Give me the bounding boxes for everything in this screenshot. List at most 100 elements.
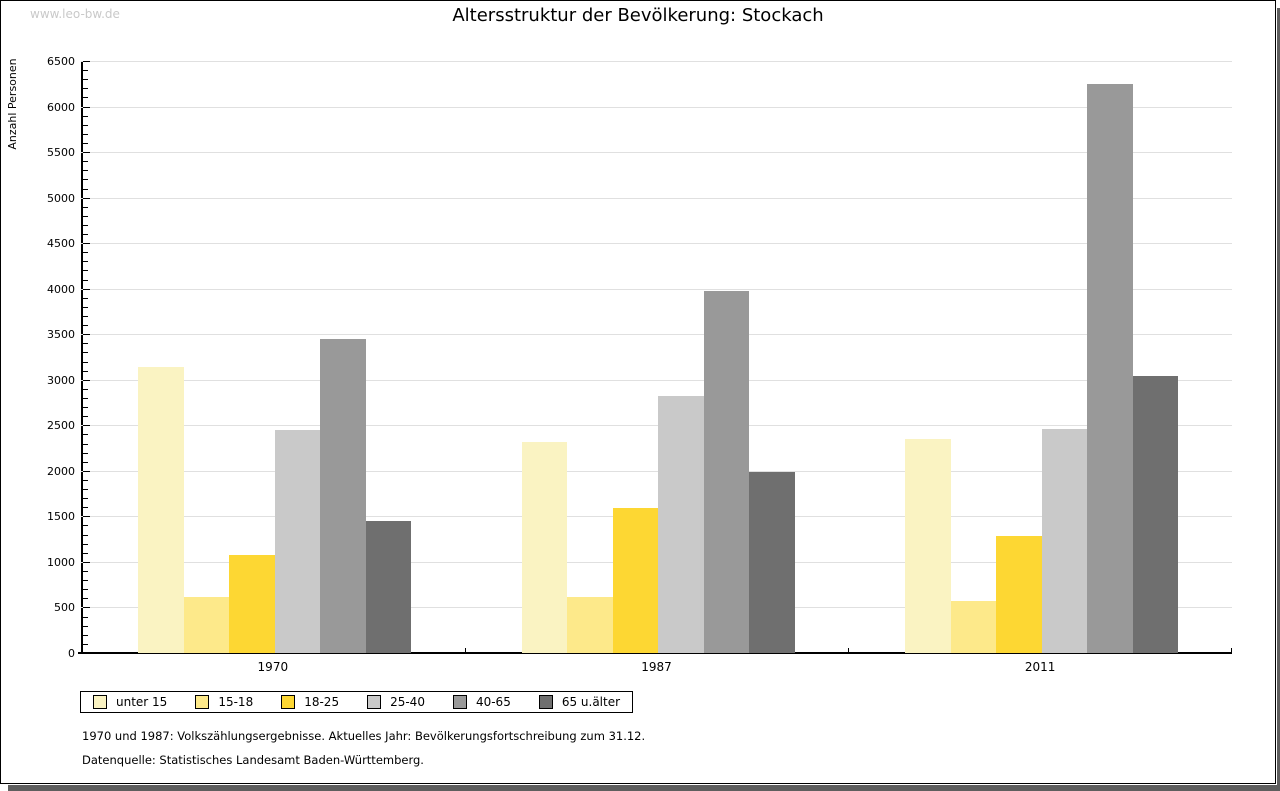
y-tick-label-4500: 4500 [47, 237, 75, 251]
y-minor-tick-5900 [83, 115, 88, 117]
y-minor-tick-5200 [83, 179, 88, 181]
y-tick-label-5000: 5000 [47, 191, 75, 205]
y-major-tick-5500 [83, 152, 90, 154]
x-axis-line [78, 652, 1232, 654]
footer-note-source-years: 1970 und 1987: Volkszählungsergebnisse. … [82, 729, 646, 743]
y-minor-tick-700 [83, 589, 88, 591]
y-tick-label-500: 500 [54, 601, 75, 615]
y-major-tick-0 [83, 652, 90, 653]
y-minor-tick-100 [83, 643, 88, 645]
y-minor-tick-3400 [83, 343, 88, 345]
bar-25-40-1970 [274, 429, 320, 653]
x-category-label-1987: 1987 [641, 660, 672, 674]
y-minor-tick-6400 [83, 70, 88, 72]
y-minor-tick-5700 [83, 133, 88, 135]
bar-15-18-2011 [950, 601, 997, 653]
y-minor-tick-200 [83, 634, 88, 636]
y-minor-tick-3200 [83, 361, 88, 363]
legend-item-unter-15: unter 15 [93, 695, 167, 709]
page-shadow-bottom [8, 785, 1280, 791]
gridline-2000 [81, 470, 1232, 472]
bar-65-u-lter-2011 [1132, 376, 1179, 653]
y-major-tick-5000 [83, 197, 90, 199]
y-minor-tick-1100 [83, 552, 88, 554]
legend: unter 15 15-18 18-25 25-40 40-65 65 u.älter [80, 691, 634, 713]
y-minor-tick-4200 [83, 270, 88, 272]
y-minor-tick-1300 [83, 534, 88, 536]
bar-15-18-1970 [183, 596, 229, 653]
y-minor-tick-1800 [83, 489, 88, 491]
y-major-tick-2500 [83, 425, 90, 427]
y-tick-label-1000: 1000 [47, 555, 75, 569]
y-tick-label-3500: 3500 [47, 328, 75, 342]
y-minor-tick-300 [83, 625, 88, 627]
y-tick-label-6500: 6500 [47, 55, 75, 68]
y-axis-title: Anzahl Personen [6, 58, 19, 150]
y-minor-tick-3700 [83, 316, 88, 317]
legend-item-40-65: 40-65 [452, 695, 511, 709]
y-minor-tick-4600 [83, 234, 88, 236]
y-major-tick-500 [83, 607, 90, 609]
y-minor-tick-4300 [83, 261, 88, 263]
y-minor-tick-2200 [83, 452, 88, 454]
bar-unter-15-2011 [905, 438, 951, 653]
bar-40-65-1970 [320, 338, 366, 653]
y-minor-tick-5600 [83, 142, 88, 144]
y-minor-tick-1200 [83, 543, 88, 545]
y-minor-tick-4800 [83, 215, 88, 217]
y-minor-tick-3100 [83, 370, 88, 372]
y-minor-tick-400 [83, 616, 88, 618]
page-shadow-right [1277, 8, 1280, 791]
x-category-label-2011: 2011 [1024, 660, 1056, 674]
legend-label: 18-25 [304, 695, 340, 709]
legend-label: unter 15 [116, 695, 168, 709]
y-minor-tick-5400 [83, 161, 88, 163]
y-tick-label-6000: 6000 [47, 100, 75, 114]
legend-swatch-icon [93, 695, 107, 709]
legend-label: 15-18 [218, 695, 254, 709]
legend-swatch-icon [195, 695, 210, 709]
bar-unter-15-1970 [138, 367, 184, 653]
y-minor-tick-1700 [83, 498, 88, 500]
y-major-tick-1000 [83, 561, 90, 563]
legend-label: 65 u.älter [561, 695, 621, 709]
legend-label: 40-65 [475, 695, 511, 709]
bar-25-40-1987 [658, 396, 704, 653]
chart-plot-area: Anzahl Personen 0 500 1000 1500 2000 2500 3000… [6, 55, 1232, 674]
y-axis-line [81, 61, 83, 653]
gridline-3500 [81, 334, 1232, 336]
y-major-tick-2000 [83, 470, 90, 472]
y-minor-tick-3600 [83, 325, 88, 327]
bar-25-40-2011 [1041, 428, 1088, 653]
gridline-4500 [81, 243, 1232, 245]
legend-swatch-icon [538, 695, 553, 709]
watermark: www.leo-bw.de [30, 7, 120, 21]
y-tick-label-2500: 2500 [47, 419, 75, 433]
bar-65-u-lter-1970 [365, 520, 411, 653]
y-minor-tick-600 [83, 598, 88, 600]
y-minor-tick-2400 [83, 434, 88, 436]
y-minor-tick-3800 [83, 306, 88, 308]
y-minor-tick-900 [83, 571, 88, 573]
x-tick-2 [848, 648, 849, 653]
y-minor-tick-2800 [83, 397, 88, 399]
bar-unter-15-1987 [521, 441, 568, 653]
y-minor-tick-6100 [83, 97, 88, 99]
chart-title: Altersstruktur der Bevölkerung: Stockach [452, 5, 824, 26]
y-minor-tick-5100 [83, 188, 88, 190]
y-minor-tick-3900 [83, 297, 88, 299]
x-category-label-1970: 1970 [257, 660, 289, 674]
gridline-2500 [81, 425, 1232, 427]
y-major-tick-4500 [83, 243, 90, 245]
y-minor-tick-4100 [83, 279, 88, 281]
y-major-tick-4000 [83, 288, 90, 290]
gridline-6500 [81, 61, 1232, 62]
legend-swatch-icon [281, 695, 296, 709]
y-major-tick-6500 [83, 61, 90, 62]
bar-18-25-1970 [229, 554, 275, 653]
y-minor-tick-1600 [83, 507, 88, 509]
legend-label: 25-40 [390, 695, 425, 709]
y-tick-label-4000: 4000 [47, 282, 75, 296]
y-tick-label-0: 0 [68, 647, 75, 660]
bar-18-25-2011 [996, 535, 1042, 653]
